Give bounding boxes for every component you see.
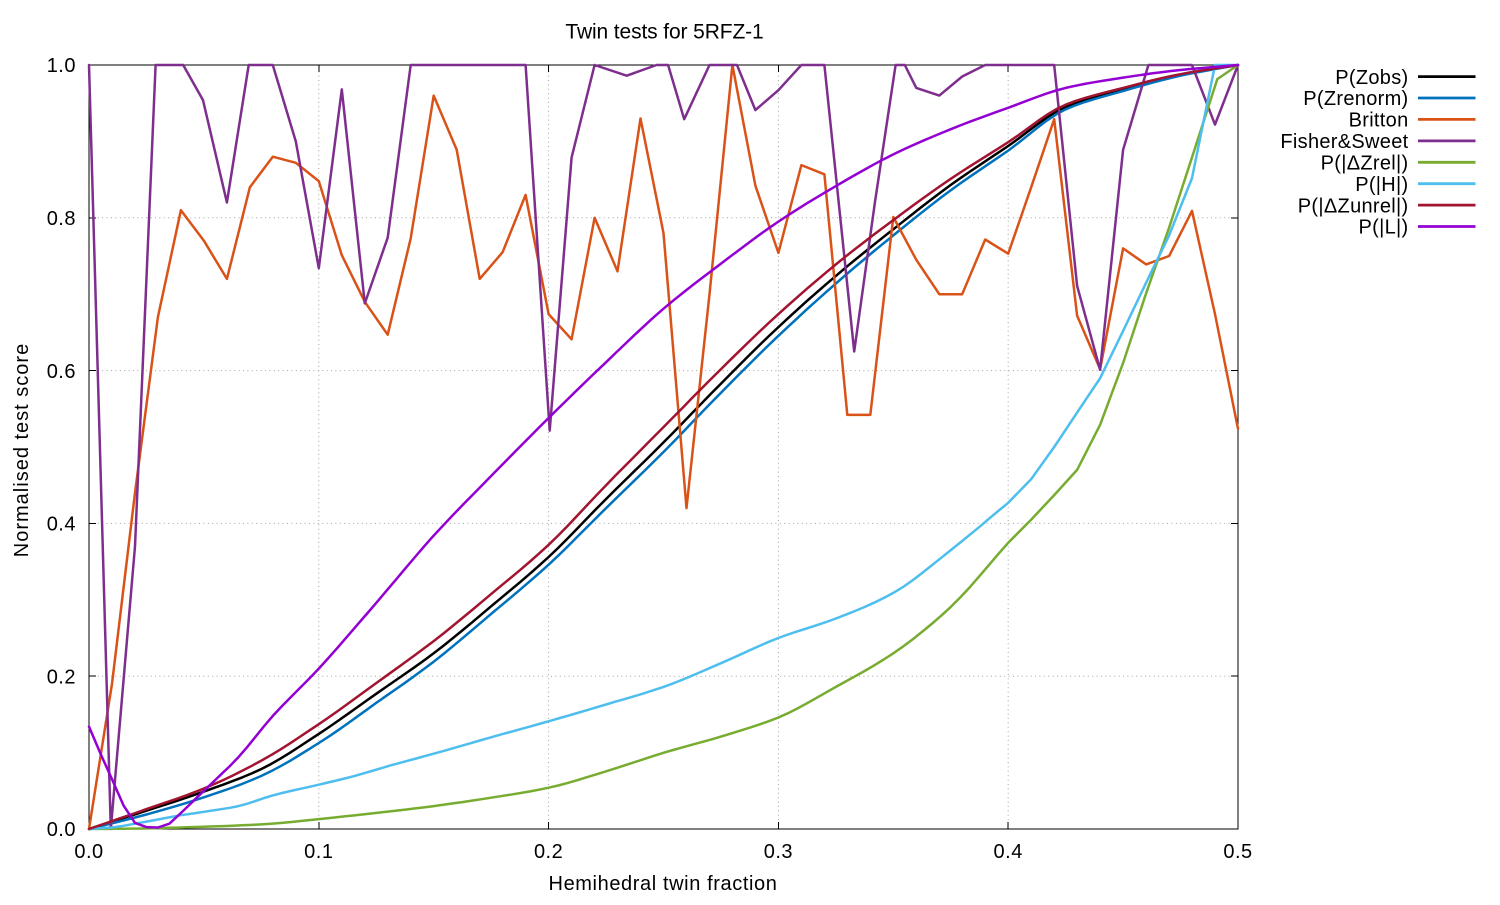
svg-text:1.0: 1.0 xyxy=(47,55,76,77)
svg-text:Normalised test score: Normalised test score xyxy=(11,343,33,557)
svg-text:Britton: Britton xyxy=(1349,110,1409,132)
svg-text:P(|ΔZunrel|): P(|ΔZunrel|) xyxy=(1298,195,1409,217)
svg-text:0.3: 0.3 xyxy=(764,841,793,863)
svg-text:0.1: 0.1 xyxy=(304,841,333,863)
svg-text:P(|ΔZrel|): P(|ΔZrel|) xyxy=(1321,152,1409,174)
svg-text:P(|L|): P(|L|) xyxy=(1359,217,1409,239)
svg-text:0.8: 0.8 xyxy=(47,208,76,230)
svg-text:P(Zrenorm): P(Zrenorm) xyxy=(1303,88,1408,110)
svg-text:Hemihedral twin fraction: Hemihedral twin fraction xyxy=(549,873,778,895)
svg-text:P(Zobs): P(Zobs) xyxy=(1335,67,1408,89)
svg-text:Fisher&Sweet: Fisher&Sweet xyxy=(1280,131,1408,153)
svg-text:P(|H|): P(|H|) xyxy=(1355,174,1408,196)
svg-text:0.4: 0.4 xyxy=(994,841,1023,863)
svg-text:0.6: 0.6 xyxy=(47,361,76,383)
svg-text:Twin tests for 5RFZ-1: Twin tests for 5RFZ-1 xyxy=(565,21,763,44)
svg-text:0.4: 0.4 xyxy=(47,514,76,536)
svg-text:0.5: 0.5 xyxy=(1223,841,1252,863)
svg-text:0.0: 0.0 xyxy=(74,841,103,863)
svg-text:0.2: 0.2 xyxy=(534,841,563,863)
svg-text:0.0: 0.0 xyxy=(47,819,76,841)
svg-text:0.2: 0.2 xyxy=(47,666,76,688)
